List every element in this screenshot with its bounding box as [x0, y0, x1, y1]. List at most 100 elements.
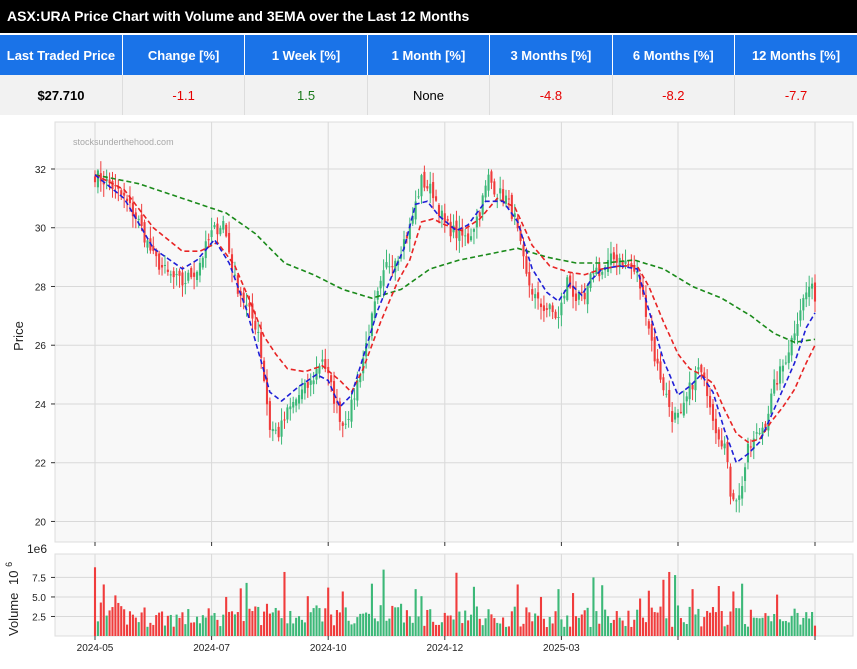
candle-body [300, 389, 304, 400]
value-1-week: 1.5 [244, 75, 368, 115]
candle-body [338, 401, 341, 422]
volume-bar [356, 617, 359, 636]
header-1-week: 1 Week [%] [244, 35, 368, 75]
candle-body [662, 377, 665, 391]
candle-body [572, 285, 575, 297]
volume-bar [405, 610, 408, 636]
candle-body [370, 313, 373, 337]
candle-body [478, 212, 481, 217]
candle-body [274, 429, 277, 431]
candle-body [341, 422, 344, 426]
candle-body [577, 292, 580, 300]
volume-bar [633, 619, 636, 636]
candle-body [286, 407, 289, 420]
volume-bar [225, 596, 228, 636]
candle-body [440, 210, 443, 219]
candle-body [93, 176, 97, 183]
volume-bar [711, 607, 715, 636]
performance-value-row: $27.710 -1.1 1.5 None -4.8 -8.2 -7.7 [0, 75, 857, 115]
volume-bar [551, 623, 554, 636]
volume-bar [773, 614, 776, 636]
volume-bar [563, 626, 566, 636]
volume-bar [624, 625, 627, 636]
volume-bar [805, 612, 808, 636]
candle-body [443, 213, 446, 223]
volume-bar [397, 607, 400, 636]
candle-body [551, 305, 554, 313]
candle-body [233, 274, 236, 276]
volume-bar [187, 609, 190, 636]
volume-bar [513, 606, 516, 636]
volume-bar [627, 610, 630, 636]
volume-bar [260, 625, 263, 636]
candle-body [429, 183, 432, 194]
volume-bar [318, 608, 321, 636]
candle-body [344, 423, 347, 425]
candle-body [362, 357, 365, 374]
candle-body [184, 283, 187, 285]
volume-bar [621, 620, 624, 636]
candle-body [752, 438, 755, 449]
volume-bar [193, 622, 196, 636]
volume-bar [504, 626, 508, 636]
candle-body [691, 384, 694, 390]
candle-body [557, 316, 560, 318]
candle-body [449, 221, 452, 237]
candle-body [414, 201, 417, 220]
candle-body [595, 267, 598, 275]
volume-bar [283, 571, 286, 636]
candle-body [210, 230, 213, 238]
candle-body [280, 420, 283, 437]
volume-bar [726, 624, 729, 636]
candle-body [697, 367, 700, 370]
volume-bar [671, 626, 674, 636]
volume-bar [776, 594, 779, 636]
price-tick-label: 26 [35, 341, 47, 352]
volume-bar [534, 613, 537, 636]
candle-body [435, 196, 438, 201]
candle-body [388, 266, 391, 268]
volume-bar [743, 624, 747, 636]
candle-body [225, 224, 228, 237]
price-panel [54, 121, 854, 543]
candle-body [152, 245, 155, 251]
volume-bar [149, 622, 152, 636]
volume-bar [216, 619, 219, 636]
candle-body [257, 331, 260, 334]
volume-bar [385, 620, 388, 636]
candle-body [379, 280, 382, 289]
volume-bar [478, 618, 481, 636]
volume-bar [117, 602, 120, 636]
value-3-months: -4.8 [489, 75, 613, 115]
volume-bar [449, 615, 452, 636]
candle-body [187, 272, 190, 281]
candle-body [583, 292, 586, 300]
candle-body [394, 260, 397, 273]
candle-body [134, 212, 137, 220]
volume-bar [481, 625, 484, 636]
volume-bar [455, 572, 458, 636]
candle-body [289, 406, 292, 410]
volume-bar [592, 577, 595, 636]
candle-body [417, 196, 420, 198]
volume-bar [752, 617, 755, 636]
performance-table: Last Traded Price Change [%] 1 Week [%] … [0, 35, 857, 115]
volume-bar [388, 618, 391, 636]
candle-body [114, 185, 117, 187]
volume-bar [601, 585, 604, 636]
candle-body [464, 235, 467, 237]
volume-bar [353, 623, 356, 636]
candle-body [295, 399, 298, 406]
volume-bar [784, 620, 787, 636]
volume-bar [332, 625, 336, 636]
candle-body [181, 272, 184, 286]
candle-body [507, 198, 510, 200]
volume-bar [761, 617, 764, 636]
volume-bar [461, 623, 464, 636]
candle-body [563, 295, 566, 299]
candle-body [761, 427, 764, 435]
candle-body [437, 204, 441, 216]
candle-body [560, 302, 563, 316]
volume-bar [242, 621, 245, 636]
candle-body [356, 379, 359, 401]
